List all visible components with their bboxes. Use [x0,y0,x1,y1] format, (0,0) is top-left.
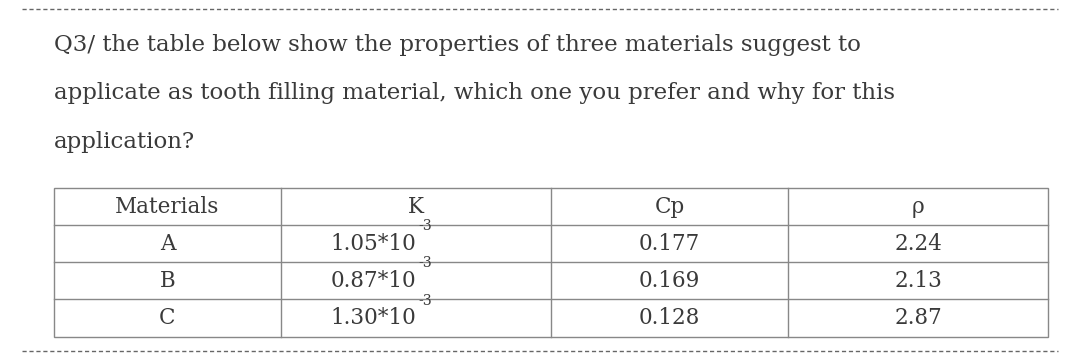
Text: Materials: Materials [116,195,219,218]
Text: 2.24: 2.24 [894,233,942,255]
Text: C: C [159,307,176,329]
Text: A: A [160,233,175,255]
Text: 0.128: 0.128 [639,307,700,329]
Text: 0.169: 0.169 [639,270,700,292]
Text: -3: -3 [418,294,432,308]
Text: 1.05*10: 1.05*10 [330,233,416,255]
Text: 0.177: 0.177 [639,233,700,255]
Text: 2.13: 2.13 [894,270,942,292]
Text: B: B [160,270,175,292]
Text: Q3/ the table below show the properties of three materials suggest to: Q3/ the table below show the properties … [54,34,861,56]
Text: 0.87*10: 0.87*10 [330,270,416,292]
Text: 2.87: 2.87 [894,307,942,329]
Text: Cp: Cp [654,195,685,218]
Text: ρ: ρ [912,195,924,218]
Text: applicate as tooth filling material, which one you prefer and why for this: applicate as tooth filling material, whi… [54,82,895,104]
Text: 1.30*10: 1.30*10 [330,307,416,329]
Bar [54,188,1048,337]
Text: application?: application? [54,131,195,153]
Text: K: K [408,195,423,218]
Text: -3: -3 [418,219,432,233]
Text: -3: -3 [418,256,432,270]
